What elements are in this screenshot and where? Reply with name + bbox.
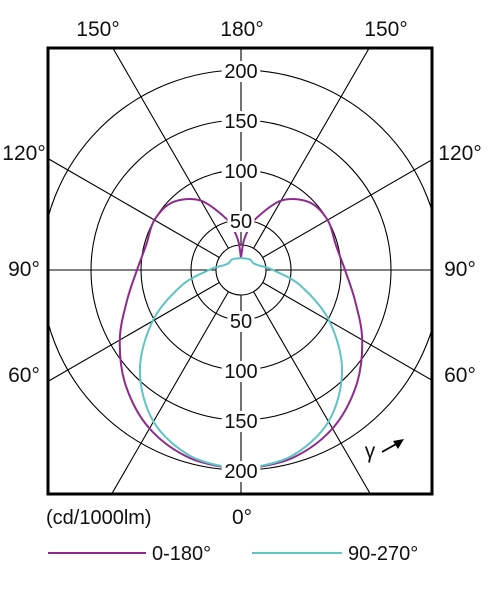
grid-spoke-120 (262, 159, 432, 258)
legend-label-0-180: 0-180° (152, 543, 211, 565)
radial-label-upper-200: 200 (224, 61, 257, 83)
angle-label-right-middle: 90° (444, 258, 476, 281)
angle-label-right-lower: 60° (444, 364, 476, 387)
angle-label-top-center: 180° (220, 18, 263, 41)
series-90-270-left-half (138, 257, 242, 471)
radial-label-bg (221, 161, 261, 182)
radial-label-lower-50: 50 (230, 311, 252, 333)
radial-label-bg (227, 311, 255, 332)
radial-label-bg (221, 411, 261, 432)
grid-spoke-60 (262, 282, 432, 381)
grid-spoke-210 (112, 48, 229, 249)
grid-spoke-240 (48, 157, 220, 258)
gamma-indicator: γ (365, 439, 404, 463)
radial-tick-labels: 50 50 100 100 150 150 200 200 (221, 61, 261, 483)
radial-label-upper-150: 150 (224, 111, 257, 133)
radial-label-bg (227, 211, 255, 232)
radial-label-bg (221, 361, 261, 382)
grid-spoke-300 (48, 282, 220, 383)
angle-label-right-upper: 120° (438, 142, 481, 165)
gamma-symbol: γ (365, 440, 376, 463)
angle-label-left-lower: 60° (8, 364, 40, 387)
angle-label-left-middle: 90° (8, 258, 40, 281)
radial-label-upper-50: 50 (230, 211, 252, 233)
angle-label-bottom: 0° (232, 506, 252, 529)
radial-label-bg (221, 461, 261, 482)
legend-label-90-270: 90-270° (348, 543, 418, 565)
radial-label-bg (221, 61, 261, 82)
angle-label-top-left: 150° (76, 18, 119, 41)
grid-spoke-150 (253, 48, 370, 249)
gamma-arrow-icon (393, 439, 404, 449)
radial-label-lower-200: 200 (224, 461, 257, 483)
series-90-270-right-half (240, 257, 344, 471)
grid-spoke-330 (111, 291, 229, 494)
radial-label-bg (221, 111, 261, 132)
plot-frame (46, 46, 434, 496)
unit-label: (cd/1000lm) (46, 507, 152, 529)
angle-label-top-right: 150° (364, 18, 407, 41)
radial-label-lower-150: 150 (224, 411, 257, 433)
angle-label-left-upper: 120° (2, 142, 45, 165)
grid-spoke-30 (253, 291, 371, 494)
radial-label-upper-100: 100 (224, 161, 257, 183)
radial-label-lower-100: 100 (224, 361, 257, 383)
